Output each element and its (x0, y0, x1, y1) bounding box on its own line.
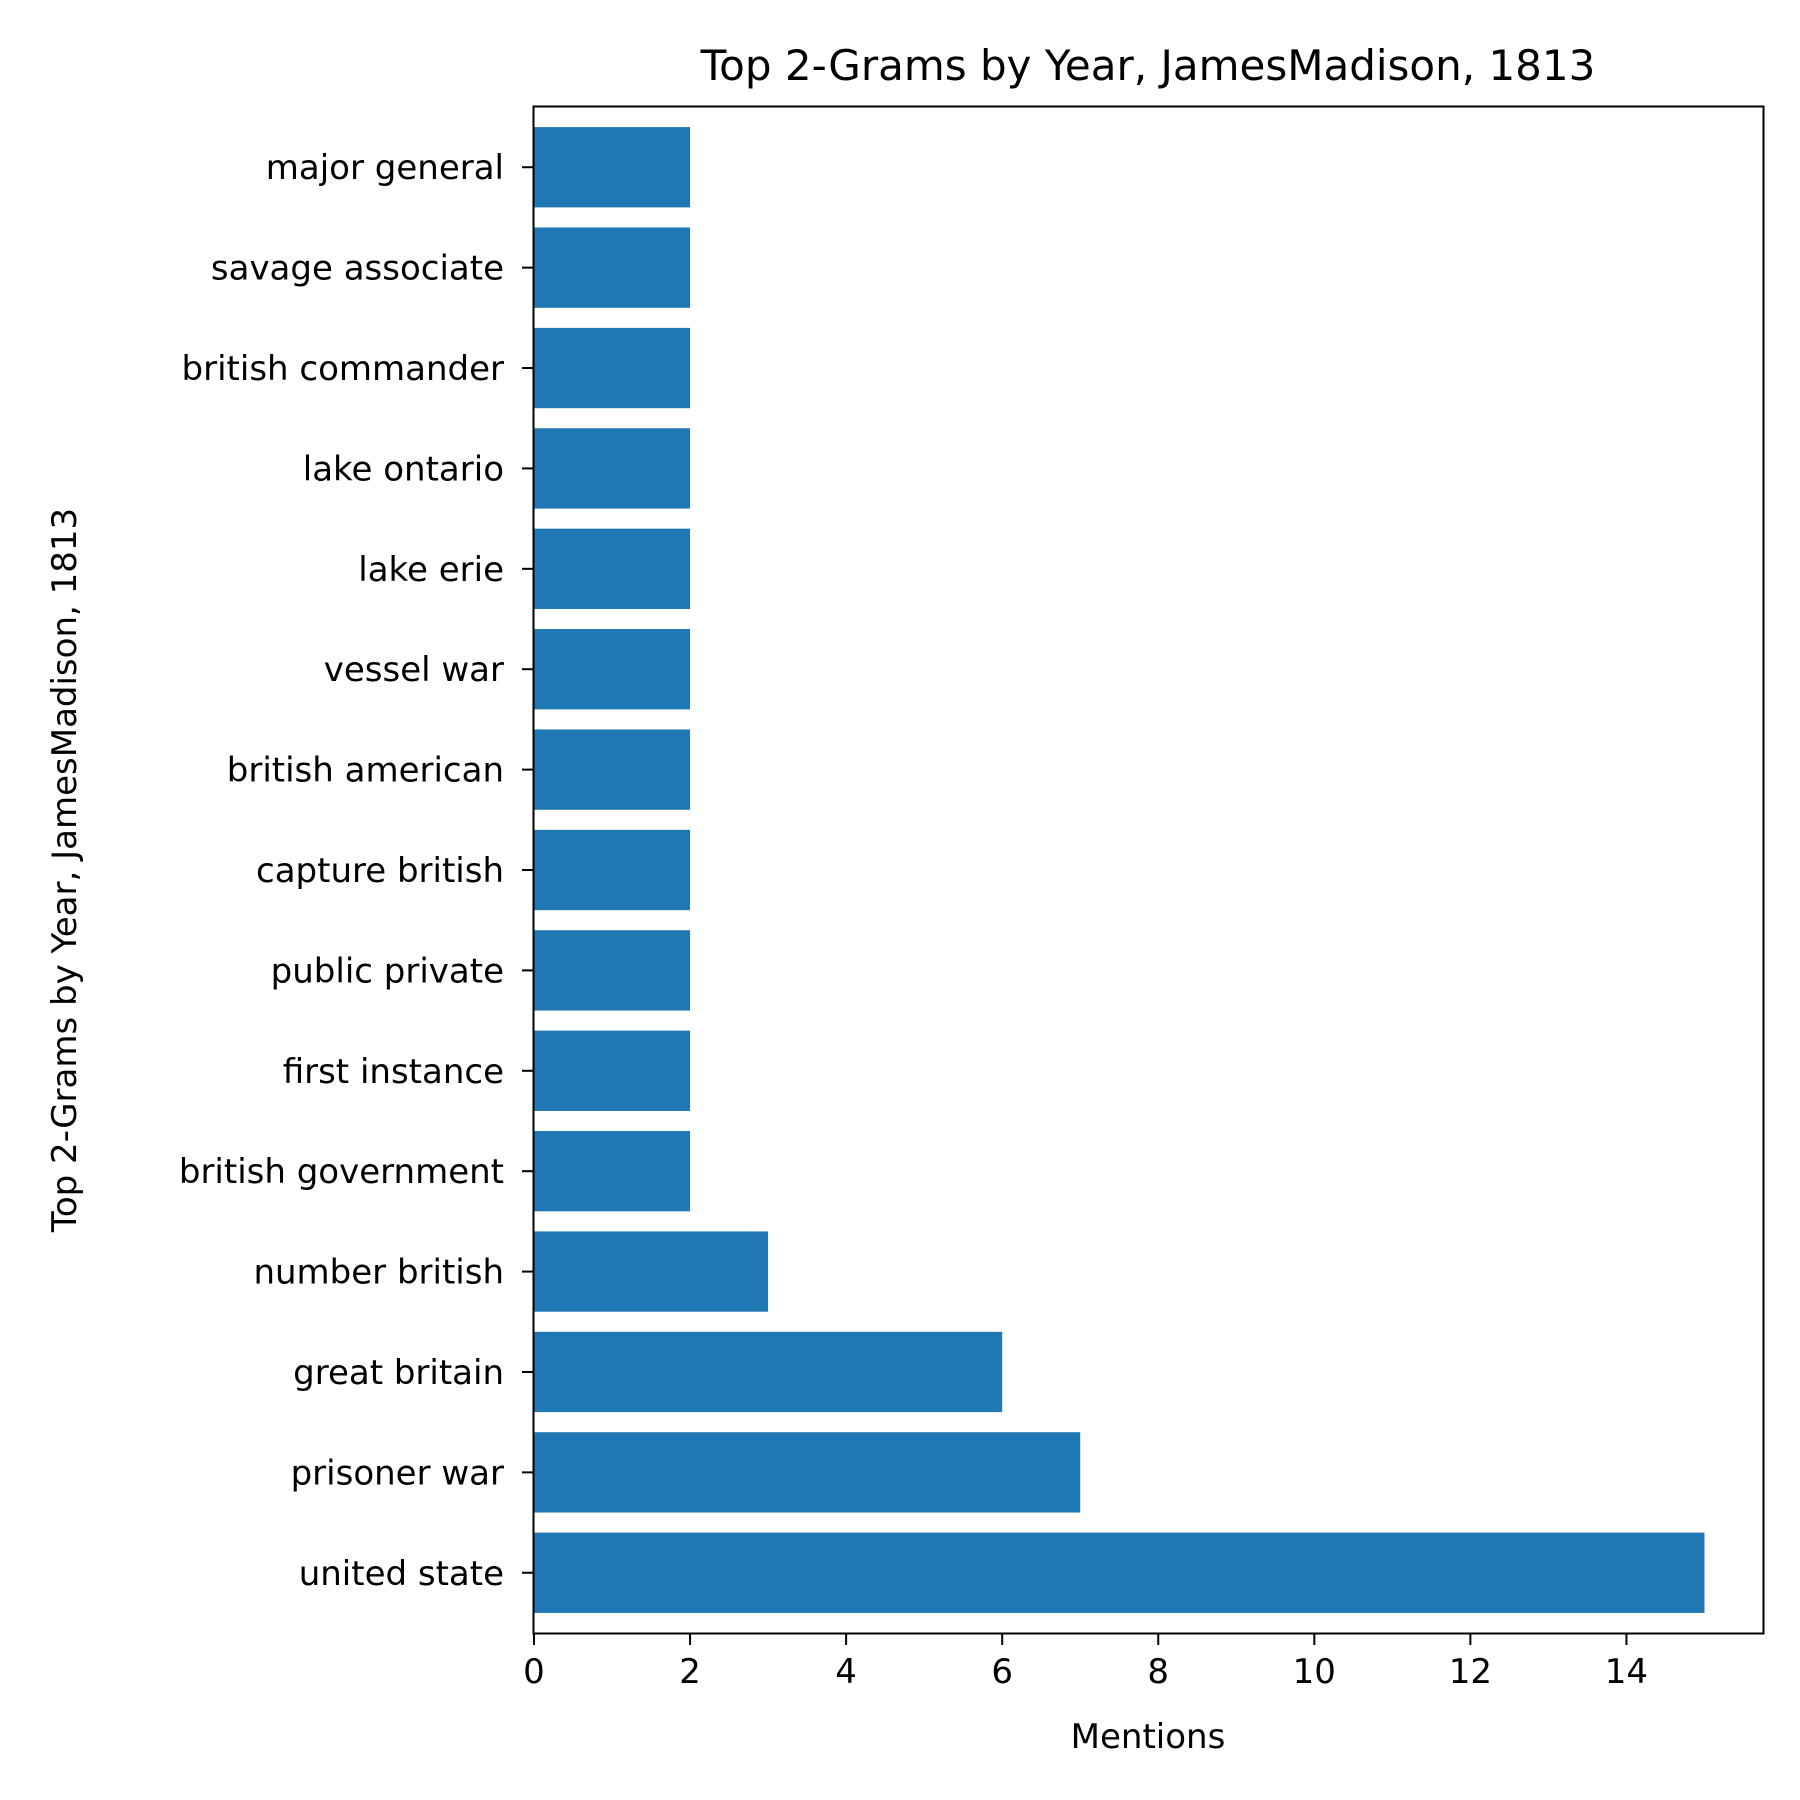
y-tick-label: british government (179, 1152, 504, 1192)
bar-number-british (534, 1231, 769, 1312)
y-tick-label: lake ontario (303, 449, 504, 489)
y-tick-label: british american (227, 751, 504, 791)
x-axis-label: Mentions (1071, 1717, 1226, 1757)
bar-united-state (534, 1532, 1705, 1613)
y-tick-label: great britain (293, 1353, 504, 1393)
bar-lake-erie (534, 528, 691, 609)
plot-frame (532, 105, 1765, 1635)
bar-british-government (534, 1131, 691, 1212)
x-tick-label: 0 (523, 1652, 545, 1692)
x-tick-label: 4 (835, 1652, 857, 1692)
y-tick-label: public private (271, 951, 504, 991)
bar-savage-associate (534, 227, 691, 308)
bar-first-instance (534, 1030, 691, 1111)
y-tick-label: number british (253, 1253, 504, 1293)
y-tick-label: vessel war (324, 650, 504, 690)
bars-group (534, 127, 1705, 1613)
y-tick-label: lake erie (358, 550, 504, 590)
x-tick-label: 6 (991, 1652, 1013, 1692)
y-tick-label: capture british (256, 851, 504, 891)
bar-major-general (534, 127, 691, 208)
bar-lake-ontario (534, 428, 691, 509)
x-tick-label: 2 (679, 1652, 701, 1692)
x-tick-label: 12 (1449, 1652, 1492, 1692)
y-tick-label: british commander (182, 349, 504, 389)
x-tick-label: 8 (1147, 1652, 1169, 1692)
y-axis-ticks: united state prisoner war great britain num… (179, 148, 534, 1594)
y-axis-label: Top 2-Grams by Year, JamesMadison, 1813 (45, 508, 85, 1233)
bar-great-britain (534, 1331, 1003, 1413)
y-tick-label: first instance (283, 1052, 504, 1092)
bar-british-american (534, 729, 691, 810)
x-tick-label: 10 (1293, 1652, 1336, 1692)
y-tick-label: prisoner war (291, 1453, 504, 1493)
x-tick-label: 14 (1605, 1652, 1648, 1692)
chart-title: Top 2-Grams by Year, JamesMadison, 1813 (700, 41, 1596, 90)
bar-capture-british (534, 829, 691, 911)
bar-british-commander (534, 327, 691, 409)
bar-vessel-war (534, 629, 691, 710)
bar-public-private (534, 930, 691, 1011)
y-tick-label: savage associate (211, 249, 504, 289)
y-tick-label: united state (299, 1554, 504, 1594)
x-axis-ticks: 0 2 4 6 8 10 12 14 (523, 1633, 1648, 1692)
bar-prisoner-war (534, 1432, 1081, 1513)
y-tick-label: major general (266, 148, 504, 188)
